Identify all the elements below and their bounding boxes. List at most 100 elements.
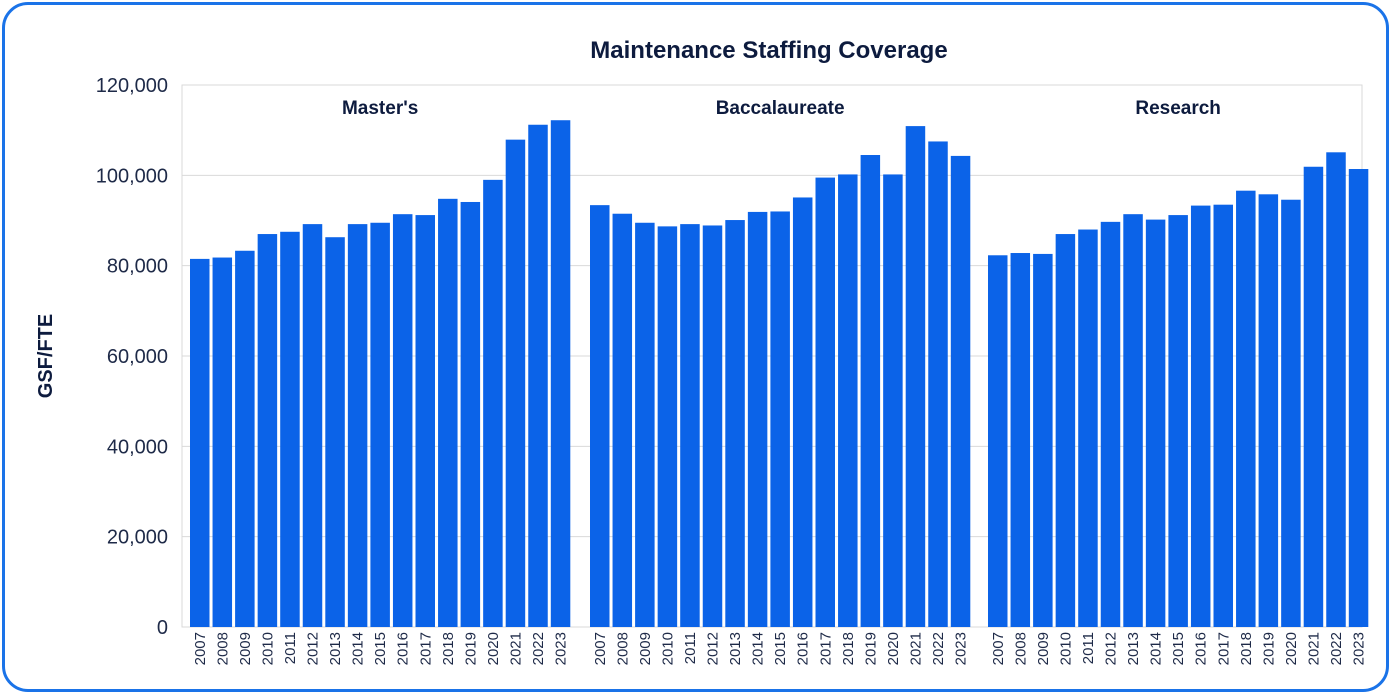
y-tick-label: 20,000 [107, 527, 168, 549]
bar [1303, 166, 1324, 628]
bar [1168, 215, 1188, 627]
x-tick-label: 2020 [485, 632, 502, 665]
x-tick-label: 2015 [372, 632, 389, 665]
bar [392, 214, 413, 627]
bar [1348, 169, 1369, 627]
x-tick-label: 2010 [1057, 632, 1074, 665]
x-tick-label: 2013 [1125, 632, 1142, 665]
bar [1281, 199, 1301, 627]
x-tick-label: 2019 [862, 632, 879, 665]
bar [212, 257, 233, 627]
bar [257, 234, 278, 628]
bar [612, 213, 633, 627]
bar [928, 141, 948, 628]
x-tick-label: 2007 [592, 632, 609, 665]
x-tick-label: 2021 [507, 632, 524, 665]
bar [747, 211, 768, 627]
bar [190, 258, 210, 627]
y-tick-label: 120,000 [96, 75, 168, 97]
y-axis-label: GSF/FTE [35, 314, 57, 398]
bar [770, 211, 790, 627]
x-tick-label: 2007 [990, 632, 1007, 665]
x-tick-label: 2017 [817, 632, 834, 665]
bar [528, 124, 548, 627]
x-tick-label: 2012 [305, 632, 322, 665]
bar [792, 197, 813, 627]
bar [838, 174, 858, 627]
bar [505, 139, 526, 627]
bar [1236, 190, 1256, 627]
panel-title: Baccalaureate [716, 98, 845, 119]
x-tick-label: 2013 [327, 632, 344, 665]
x-tick-label: 2009 [1035, 632, 1052, 665]
x-tick-label: 2022 [1328, 632, 1345, 665]
bar [702, 225, 723, 628]
x-tick-label: 2012 [705, 632, 722, 665]
bar [950, 155, 971, 627]
bar [680, 224, 700, 627]
x-tick-label: 2023 [553, 632, 570, 665]
bar [905, 126, 926, 627]
x-tick-label: 2018 [840, 632, 857, 665]
x-tick-label: 2008 [214, 632, 231, 665]
bar [635, 222, 655, 627]
x-tick-label: 2015 [1170, 632, 1187, 665]
x-tick-label: 2022 [930, 632, 947, 665]
x-tick-label: 2018 [440, 632, 457, 665]
bar [1326, 152, 1346, 627]
x-tick-label: 2020 [1283, 632, 1300, 665]
x-tick-label: 2011 [682, 632, 699, 664]
bar [370, 222, 390, 627]
bar [1145, 219, 1166, 627]
x-tick-label: 2008 [1012, 632, 1029, 665]
bar [860, 155, 881, 627]
x-tick-label: 2020 [885, 632, 902, 665]
x-tick-label: 2022 [530, 632, 547, 665]
y-tick-label: 0 [157, 617, 168, 639]
bar [815, 177, 835, 627]
bar [302, 224, 323, 627]
bar [988, 255, 1008, 628]
x-tick-label: 2016 [395, 632, 412, 665]
panel-title: Research [1135, 98, 1221, 119]
x-tick-label: 2010 [259, 632, 276, 665]
x-tick-label: 2023 [1351, 632, 1368, 665]
bar [415, 215, 435, 627]
bar [347, 224, 368, 627]
bar [235, 250, 255, 628]
bar [1258, 194, 1279, 627]
chart-title: Maintenance Staffing Coverage [590, 37, 947, 64]
x-tick-label: 2021 [1305, 632, 1322, 665]
x-tick-label: 2019 [462, 632, 479, 665]
x-tick-label: 2019 [1260, 632, 1277, 665]
bar [460, 201, 481, 627]
bar [725, 220, 745, 627]
x-tick-label: 2021 [907, 632, 924, 665]
x-tick-label: 2016 [795, 632, 812, 665]
x-tick-label: 2007 [192, 632, 209, 665]
y-tick-label: 60,000 [107, 346, 168, 368]
y-tick-label: 80,000 [107, 256, 168, 278]
x-tick-label: 2008 [614, 632, 631, 665]
x-tick-label: 2011 [1080, 632, 1097, 664]
x-tick-label: 2014 [750, 632, 767, 665]
x-tick-label: 2011 [282, 632, 299, 664]
bar [325, 237, 345, 627]
x-tick-label: 2014 [1148, 632, 1165, 665]
x-tick-label: 2017 [1215, 632, 1232, 665]
bar [1033, 253, 1053, 627]
x-tick-label: 2009 [237, 632, 254, 665]
bar [550, 120, 571, 627]
x-tick-label: 2013 [727, 632, 744, 665]
x-tick-label: 2010 [659, 632, 676, 665]
x-tick-label: 2018 [1238, 632, 1255, 665]
bar [1055, 234, 1076, 628]
bar [483, 179, 503, 627]
x-tick-label: 2017 [417, 632, 434, 665]
bar [883, 174, 903, 627]
bar [1213, 204, 1233, 628]
x-tick-label: 2015 [772, 632, 789, 665]
y-tick-label: 40,000 [107, 436, 168, 458]
x-tick-label: 2012 [1103, 632, 1120, 665]
